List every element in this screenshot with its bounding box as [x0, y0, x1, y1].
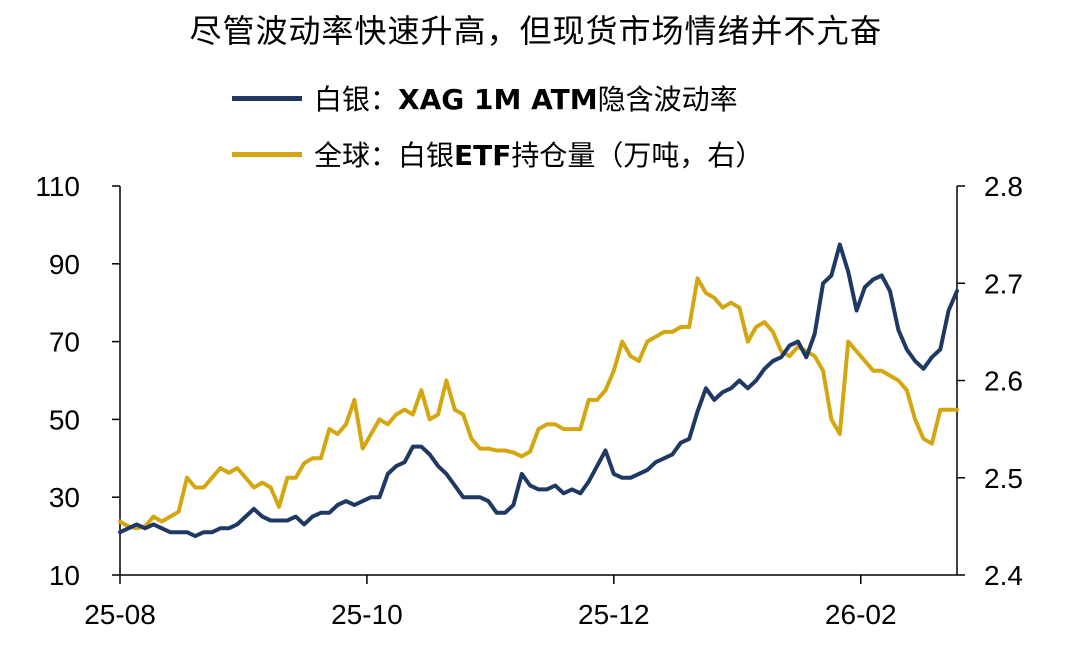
y-left-tick-label: 50: [49, 404, 80, 435]
y-left-tick-label: 10: [49, 560, 80, 591]
chart-title: 尽管波动率快速升高，但现货市场情绪并不亢奋: [189, 12, 883, 50]
y-right-tick-label: 2.4: [984, 560, 1023, 591]
legend-label-etf-prefix: 全球：白银: [314, 139, 455, 172]
legend-label-volatility-suffix: 隐含波动率: [597, 83, 738, 116]
y-right-tick-label: 2.5: [984, 463, 1023, 494]
legend-label-etf-bold: ETF: [454, 139, 512, 172]
legend-swatch-etf: [232, 151, 302, 157]
y-left-tick-label: 30: [49, 482, 80, 513]
legend-item-volatility: 白银：XAG 1M ATM隐含波动率: [232, 78, 738, 118]
legend-swatch-volatility: [232, 95, 302, 101]
tick-labels: 10 30 50 70 90 110 2.4 2.5 2.6 2.7 2.8 25-08 25-10 25…: [35, 171, 1023, 630]
axes: [112, 185, 965, 584]
x-tick-label: 25-10: [331, 599, 403, 630]
x-tick-label: 25-08: [84, 599, 156, 630]
y-right-tick-label: 2.6: [984, 366, 1023, 397]
legend-label-etf-suffix: 持仓量（万吨，右）: [511, 139, 764, 172]
legend-label-volatility-bold: XAG 1M ATM: [398, 83, 598, 116]
y-left-tick-label: 90: [49, 249, 80, 280]
series-lines: [118, 242, 959, 539]
y-left-tick-label: 70: [49, 327, 80, 358]
legend-label-volatility-prefix: 白银：: [314, 83, 399, 116]
y-right-tick-label: 2.8: [984, 171, 1023, 202]
y-right-tick-label: 2.7: [984, 268, 1023, 299]
x-tick-label: 25-12: [578, 599, 650, 630]
y-left-tick-label: 110: [35, 171, 80, 202]
series-line-volatility: [118, 242, 959, 539]
series-line-etf-holdings: [118, 276, 959, 531]
legend-item-etf: 全球：白银ETF持仓量（万吨，右）: [232, 134, 763, 174]
x-tick-label: 26-02: [825, 599, 897, 630]
